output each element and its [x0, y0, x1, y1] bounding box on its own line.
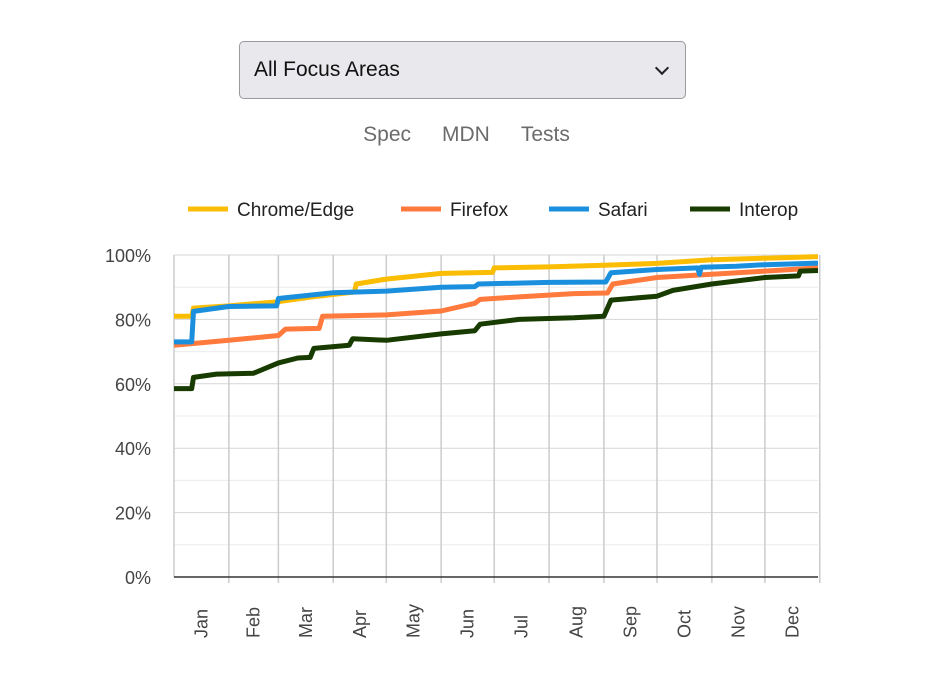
tab-spec[interactable]: Spec: [363, 123, 412, 146]
series-line-firefox: [173, 265, 819, 348]
series-line-safari: [174, 260, 819, 345]
x-tick-label: Feb: [244, 607, 264, 638]
x-tick-label: Sep: [620, 606, 640, 638]
x-tick-label: Oct: [674, 610, 694, 638]
legend-label: Interop: [739, 200, 798, 221]
tab-tests[interactable]: Tests: [520, 123, 570, 146]
x-tick-label: May: [404, 604, 424, 638]
focus-area-select[interactable]: All Focus Areas: [239, 41, 686, 99]
legend-label: Firefox: [450, 200, 509, 221]
y-tick-label: 20%: [115, 504, 151, 524]
x-tick-label: Nov: [728, 606, 748, 638]
legend-label: Safari: [598, 200, 648, 221]
x-tick-label: Apr: [350, 610, 370, 638]
x-tick-label: Jul: [512, 615, 532, 638]
x-tick-label: Mar: [296, 607, 316, 638]
focus-area-value: All Focus Areas: [254, 58, 400, 81]
x-tick-label: Dec: [782, 606, 802, 638]
y-tick-label: 40%: [115, 439, 151, 459]
tab-mdn[interactable]: MDN: [442, 123, 490, 146]
x-tick-label: Aug: [567, 606, 587, 638]
x-tick-label: Jun: [458, 609, 478, 638]
y-tick-label: 0%: [125, 568, 151, 588]
y-tick-label: 80%: [115, 310, 151, 330]
y-tick-label: 60%: [115, 375, 151, 395]
y-tick-label: 100%: [105, 246, 151, 266]
x-tick-label: Jan: [191, 609, 211, 638]
view-tabs: Spec MDN Tests: [0, 123, 931, 147]
legend-label: Chrome/Edge: [237, 200, 354, 221]
series-line-interop: [174, 268, 819, 392]
